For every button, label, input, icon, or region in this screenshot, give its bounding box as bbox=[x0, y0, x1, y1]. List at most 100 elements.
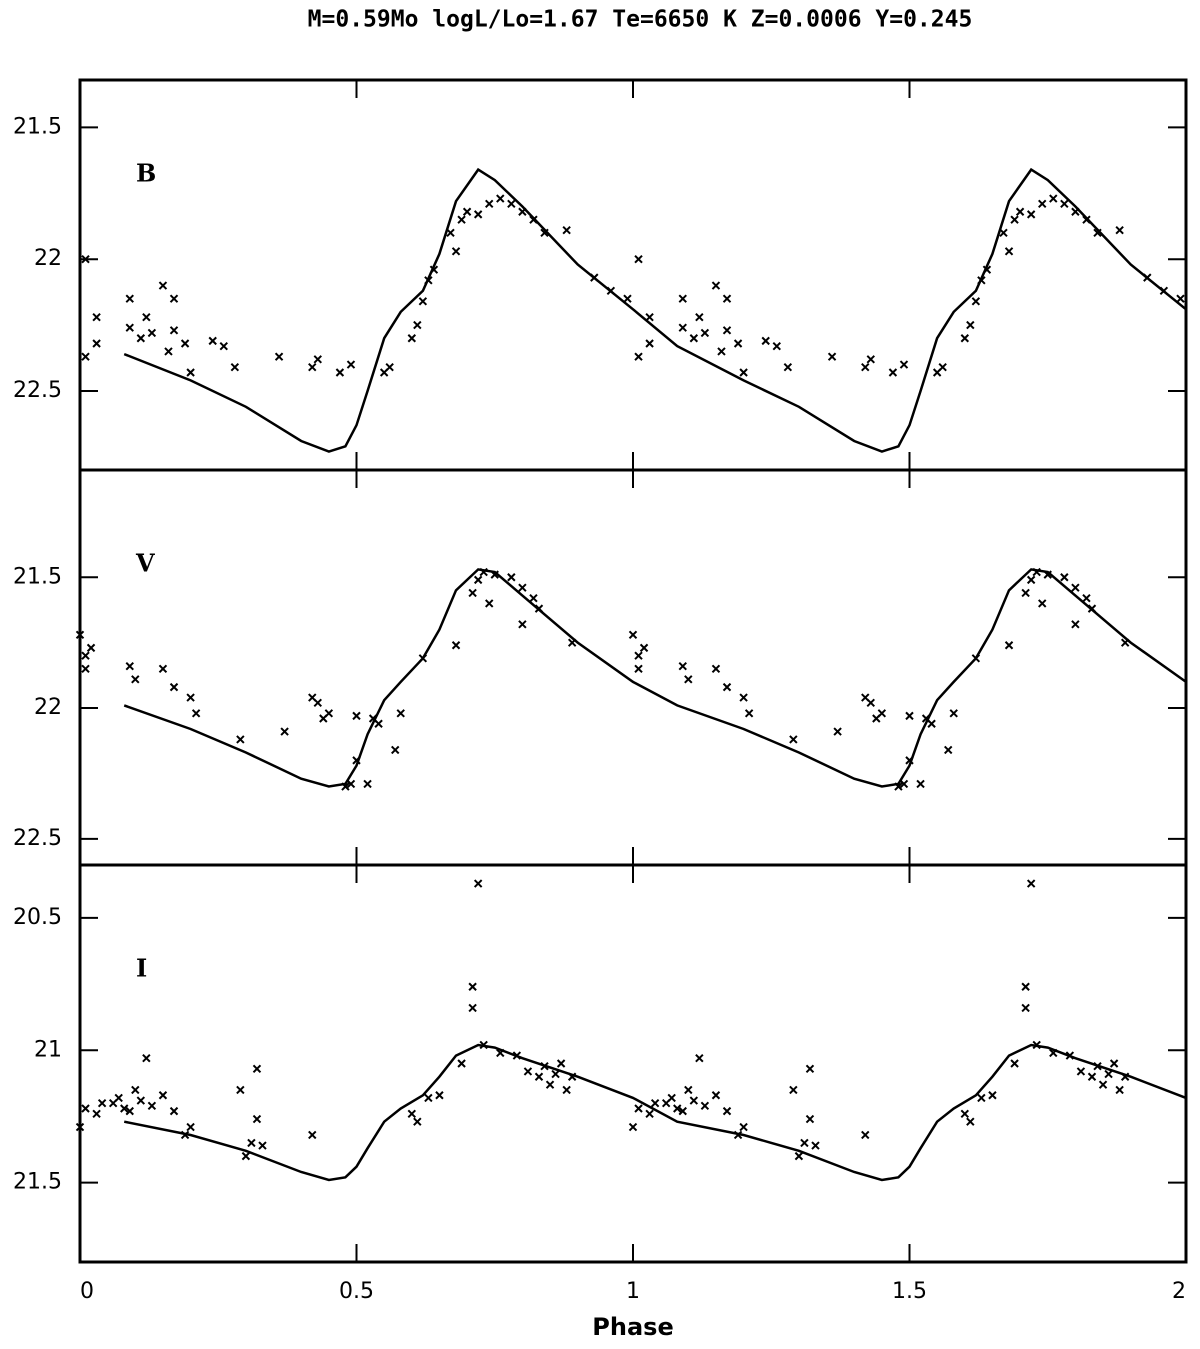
data-point bbox=[783, 363, 793, 372]
data-point bbox=[1159, 286, 1169, 296]
data-point bbox=[1021, 982, 1030, 991]
data-point bbox=[556, 1059, 566, 1068]
data-point bbox=[92, 312, 101, 322]
data-point bbox=[407, 334, 417, 343]
model-curve bbox=[123, 1043, 1187, 1182]
data-point bbox=[241, 1151, 251, 1161]
data-point bbox=[711, 664, 721, 674]
data-point bbox=[938, 363, 947, 372]
data-point bbox=[1043, 570, 1052, 579]
data-point bbox=[125, 294, 134, 303]
data-point bbox=[966, 320, 975, 330]
data-point bbox=[485, 199, 494, 209]
data-point bbox=[313, 355, 322, 364]
data-point bbox=[391, 745, 400, 755]
data-point bbox=[534, 604, 544, 613]
data-point bbox=[479, 567, 488, 577]
data-point bbox=[733, 1130, 743, 1140]
data-point bbox=[827, 352, 837, 361]
data-point bbox=[479, 1040, 488, 1050]
data-point bbox=[722, 294, 732, 303]
data-point bbox=[899, 360, 909, 369]
data-point bbox=[772, 341, 781, 351]
data-point bbox=[1176, 294, 1185, 303]
data-point bbox=[346, 779, 356, 789]
data-point bbox=[247, 1138, 256, 1148]
data-point bbox=[1004, 641, 1014, 650]
data-point bbox=[678, 661, 687, 671]
data-point bbox=[971, 654, 981, 663]
data-point bbox=[81, 254, 90, 264]
y-tick-label: 22 bbox=[34, 246, 62, 271]
data-point bbox=[147, 1101, 157, 1111]
data-point bbox=[1026, 879, 1036, 888]
data-point bbox=[462, 207, 472, 216]
data-point bbox=[678, 294, 687, 303]
data-point bbox=[413, 320, 422, 330]
data-point bbox=[1065, 1051, 1075, 1060]
data-point bbox=[894, 782, 903, 791]
data-point bbox=[136, 334, 146, 343]
data-point bbox=[142, 1054, 151, 1063]
data-point bbox=[473, 210, 483, 219]
data-point bbox=[634, 651, 643, 660]
data-point bbox=[1026, 210, 1036, 219]
data-point bbox=[545, 1080, 555, 1089]
panel: 21.5 22 22.5 B bbox=[13, 78, 1188, 472]
data-point bbox=[1109, 1059, 1119, 1068]
data-point bbox=[485, 599, 494, 608]
data-point bbox=[457, 1059, 466, 1068]
data-point bbox=[789, 735, 798, 744]
data-point bbox=[158, 664, 168, 674]
data-point bbox=[191, 709, 201, 718]
data-point bbox=[1010, 1059, 1019, 1068]
data-point bbox=[606, 286, 616, 296]
data-point bbox=[999, 228, 1008, 238]
y-tick-label: 22.5 bbox=[13, 826, 62, 851]
data-point bbox=[789, 1085, 798, 1095]
data-point bbox=[324, 709, 334, 718]
data-point bbox=[413, 1117, 422, 1126]
data-point bbox=[114, 1093, 123, 1103]
data-point bbox=[673, 1104, 682, 1113]
data-point bbox=[512, 1051, 522, 1060]
data-point bbox=[1093, 1061, 1102, 1071]
data-point bbox=[1038, 599, 1047, 608]
data-point bbox=[722, 682, 732, 692]
x-tick-label: 1.5 bbox=[892, 1279, 927, 1304]
data-point bbox=[1082, 215, 1091, 224]
data-point bbox=[905, 711, 914, 721]
data-point bbox=[1071, 620, 1080, 629]
data-point bbox=[164, 347, 173, 356]
data-point bbox=[1087, 1072, 1097, 1081]
plot-frame bbox=[78, 863, 1188, 1264]
data-point bbox=[75, 1122, 85, 1132]
data-point bbox=[562, 225, 571, 235]
data-point bbox=[540, 1061, 549, 1071]
data-point bbox=[363, 779, 372, 789]
data-point bbox=[717, 347, 726, 356]
data-point bbox=[81, 664, 90, 674]
chart-title: M=0.59Mo logL/Lo=1.67 Te=6650 K Z=0.0006… bbox=[308, 7, 973, 33]
data-point bbox=[86, 643, 96, 653]
data-point bbox=[562, 1085, 571, 1095]
y-tick-label: 22 bbox=[34, 695, 62, 720]
data-point bbox=[352, 711, 361, 721]
data-point bbox=[1143, 273, 1152, 282]
data-point bbox=[700, 328, 710, 338]
data-point bbox=[429, 265, 439, 274]
data-point bbox=[684, 675, 693, 684]
data-point bbox=[352, 756, 361, 765]
data-point bbox=[1032, 1040, 1041, 1050]
data-point bbox=[722, 326, 732, 335]
y-tick-label: 21 bbox=[34, 1037, 62, 1062]
plot-frame bbox=[78, 78, 1188, 472]
data-point bbox=[988, 1091, 997, 1100]
data-point bbox=[507, 199, 516, 209]
data-point bbox=[418, 297, 428, 306]
data-point bbox=[960, 334, 970, 343]
data-point bbox=[866, 698, 875, 708]
data-point bbox=[136, 1096, 146, 1105]
data-point bbox=[567, 1072, 577, 1081]
